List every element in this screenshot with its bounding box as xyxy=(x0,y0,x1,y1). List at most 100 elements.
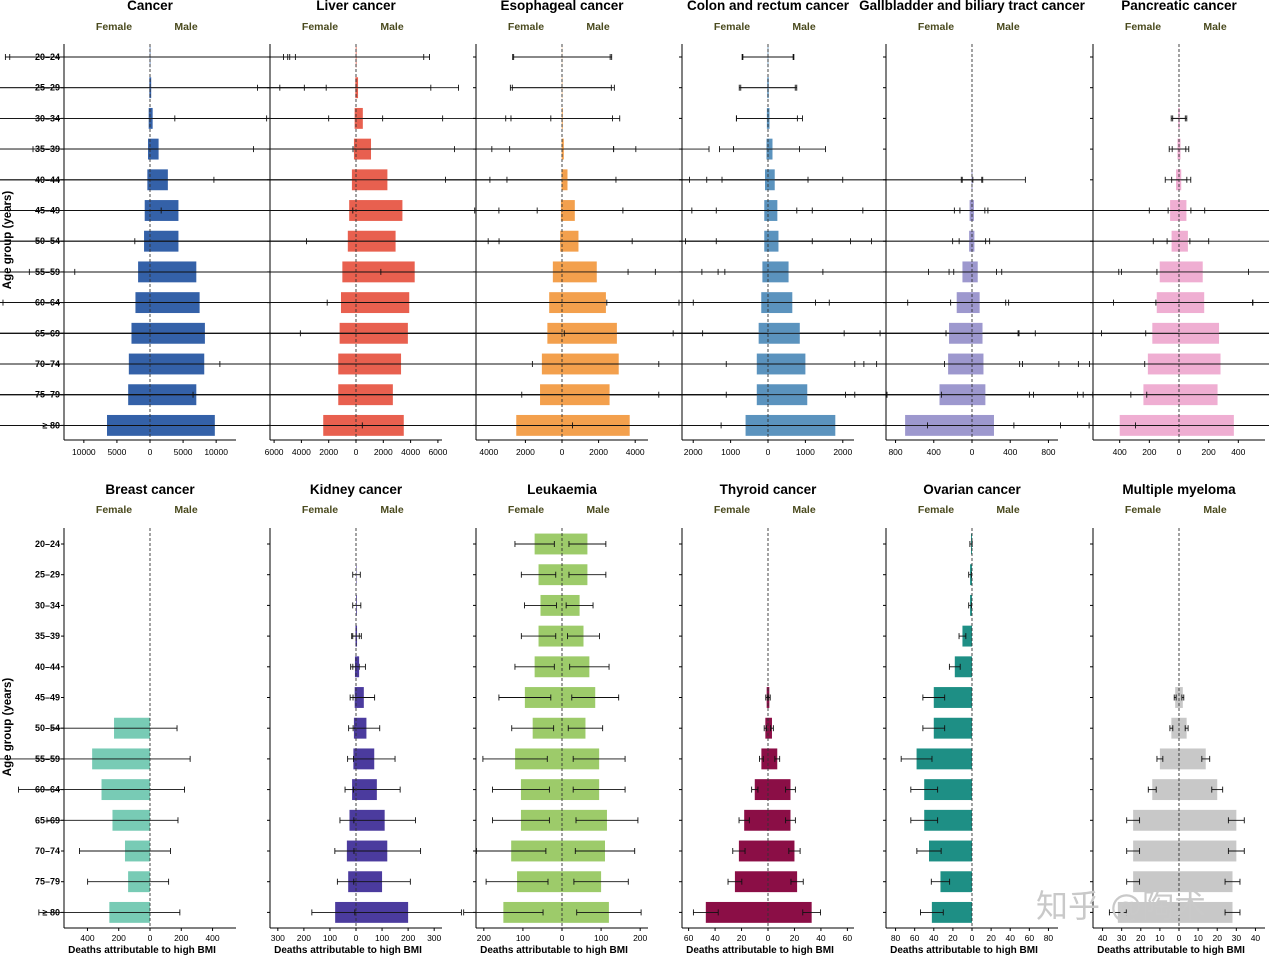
x-tick-label: 0 xyxy=(1177,933,1182,943)
x-tick-label: 4000 xyxy=(479,447,498,457)
x-tick-label: 0 xyxy=(766,933,771,943)
x-tick-label: 0 xyxy=(1177,447,1182,457)
female-bar xyxy=(933,717,972,739)
x-tick-label: 200 xyxy=(1142,447,1156,457)
x-tick-label: 2000 xyxy=(589,447,608,457)
x-tick-label: 10 xyxy=(1193,933,1203,943)
female-bar xyxy=(924,809,972,831)
x-tick-label: 0 xyxy=(560,933,565,943)
male-bar xyxy=(1179,809,1237,831)
x-tick-label: 0 xyxy=(560,447,565,457)
male-label: Male xyxy=(1203,21,1227,33)
x-tick-label: 4000 xyxy=(626,447,645,457)
x-tick-label: 400 xyxy=(80,933,94,943)
male-label: Male xyxy=(586,21,610,33)
x-tick-label: 200 xyxy=(401,933,415,943)
female-bar xyxy=(1133,840,1179,862)
x-tick-label: 30 xyxy=(1232,933,1242,943)
x-axis-title: Deaths attributable to high BMI xyxy=(686,945,834,956)
panel-kidney-cancer: Kidney cancer Female Male 300 200 100 0 100 200 3… xyxy=(267,482,462,956)
panel-title: Colon and rectum cancer xyxy=(687,0,850,13)
female-bar xyxy=(931,901,972,923)
panel-multiple-myeloma: Multiple myeloma Female Male 40 30 20 10 0 10 20 3… xyxy=(1090,482,1265,956)
female-bar xyxy=(954,656,972,678)
male-bar xyxy=(768,748,778,770)
x-tick-label: 20 xyxy=(1212,933,1222,943)
male-bar xyxy=(768,901,812,923)
x-tick-label: 60 xyxy=(843,933,853,943)
x-tick-label: 40 xyxy=(1098,933,1108,943)
x-tick-label: 40 xyxy=(929,933,939,943)
x-tick-label: 400 xyxy=(205,933,219,943)
x-tick-label: 20 xyxy=(986,933,996,943)
x-axis-title: Deaths attributable to high BMI xyxy=(890,945,1038,956)
x-tick-label: 0 xyxy=(970,933,975,943)
male-label: Male xyxy=(792,504,816,516)
x-tick-label: 80 xyxy=(891,933,901,943)
x-tick-label: 6000 xyxy=(428,447,447,457)
x-tick-label: 0 xyxy=(148,933,153,943)
female-bar xyxy=(1159,748,1179,770)
male-label: Male xyxy=(174,21,198,33)
age-label: 75–79 xyxy=(35,877,60,887)
male-bar xyxy=(1179,901,1233,923)
female-label: Female xyxy=(96,21,132,33)
female-label: Female xyxy=(302,504,338,516)
age-label: 30–34 xyxy=(35,600,60,610)
x-axis-title: Deaths attributable to high BMI xyxy=(480,945,628,956)
x-tick-label: 2000 xyxy=(684,447,703,457)
male-label: Male xyxy=(174,504,198,516)
x-tick-label: 1000 xyxy=(796,447,815,457)
panel-title: Esophageal cancer xyxy=(500,0,624,13)
female-bar xyxy=(933,687,972,708)
panel-leukaemia: Leukaemia Female Male 200 100 0 100 200 Deaths a… xyxy=(463,482,648,956)
panel-pancreatic-cancer: Pancreatic cancer Female Male 400 200 0 200 400 xyxy=(1013,0,1269,457)
female-bar xyxy=(924,779,972,801)
male-bar xyxy=(768,840,795,862)
y-axis-title-bottom: Age group (years) xyxy=(2,678,14,777)
female-label: Female xyxy=(1125,21,1161,33)
x-tick-label: 2000 xyxy=(833,447,852,457)
male-bar xyxy=(1179,748,1206,770)
male-label: Male xyxy=(996,504,1020,516)
male-bar xyxy=(1179,779,1218,801)
panel-title: Liver cancer xyxy=(316,0,396,13)
x-tick-label: 20 xyxy=(1136,933,1146,943)
x-tick-label: 80 xyxy=(1044,933,1054,943)
panel-gallbladder-and-biliary-tract-cancer: Gallbladder and biliary tract cancer Fema… xyxy=(720,0,1090,457)
x-tick-label: 200 xyxy=(297,933,311,943)
female-bar xyxy=(1133,809,1179,831)
x-tick-label: 1000 xyxy=(721,447,740,457)
x-tick-label: 100 xyxy=(375,933,389,943)
female-label: Female xyxy=(714,504,750,516)
x-tick-label: 0 xyxy=(354,447,359,457)
x-tick-label: 40 xyxy=(816,933,826,943)
watermark: 知乎 @陶术 xyxy=(1036,887,1206,925)
male-bar xyxy=(768,779,791,801)
female-bar xyxy=(916,748,972,770)
x-tick-label: 20 xyxy=(737,933,747,943)
panel-title: Gallbladder and biliary tract cancer xyxy=(859,0,1086,13)
x-tick-label: 30 xyxy=(1117,933,1127,943)
x-tick-label: 60 xyxy=(684,933,694,943)
x-tick-label: 800 xyxy=(1041,447,1055,457)
x-tick-label: 800 xyxy=(888,447,902,457)
female-bar xyxy=(1117,901,1179,923)
age-label: 45–49 xyxy=(35,693,60,703)
male-label: Male xyxy=(586,504,610,516)
x-tick-label: 300 xyxy=(427,933,441,943)
x-tick-label: 100 xyxy=(516,933,530,943)
x-tick-label: 6000 xyxy=(265,447,284,457)
x-tick-label: 0 xyxy=(148,447,153,457)
female-label: Female xyxy=(508,504,544,516)
x-tick-label: 400 xyxy=(1003,447,1017,457)
male-bar xyxy=(1179,871,1233,893)
age-label: 35–39 xyxy=(35,631,60,641)
panel-thyroid-cancer: Thyroid cancer Female Male 60 40 20 0 20 40 60 Dea… xyxy=(679,482,854,956)
panel-title: Kidney cancer xyxy=(310,482,403,497)
y-axis-title-top: Age group (years) xyxy=(2,191,14,290)
female-label: Female xyxy=(96,504,132,516)
age-label: 20–24 xyxy=(35,539,60,549)
female-bar xyxy=(929,840,972,862)
